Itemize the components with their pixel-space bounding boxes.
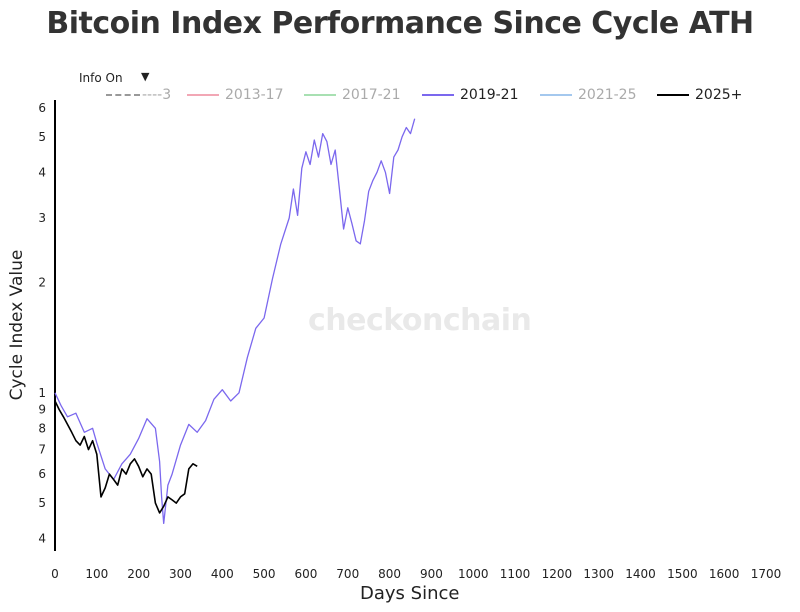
info-toggle[interactable]: Info On: [79, 71, 123, 85]
x-tick-label: 0: [51, 567, 59, 581]
legend-item-2025[interactable]: 2025+: [657, 85, 742, 105]
y-tick-label: 3: [38, 211, 46, 225]
x-tick-label: 1400: [625, 567, 656, 581]
x-tick-label: 1500: [667, 567, 698, 581]
x-tick-label: 900: [420, 567, 443, 581]
legend-swatch: [304, 94, 336, 96]
legend: ----3 2013-17 2017-21 2019-21 2021-25 20…: [100, 85, 800, 105]
legend-item-2021-25[interactable]: 2021-25: [540, 85, 637, 105]
x-tick-labels: 0 100 200 300 400 500 600 700 800 900 1000 1100 1200…: [51, 567, 781, 581]
legend-label: ----3: [142, 87, 172, 103]
x-tick-label: 100: [85, 567, 108, 581]
y-tick-label: 6: [38, 467, 46, 481]
x-axis-label: Days Since: [360, 583, 460, 604]
legend-label: 2017-21: [342, 87, 401, 103]
info-dropdown-arrow-icon[interactable]: ▼: [141, 70, 150, 83]
x-tick-label: 500: [253, 567, 276, 581]
y-tick-label: 5: [38, 496, 46, 510]
y-tick-label: 5: [38, 130, 46, 144]
x-tick-label: 1600: [709, 567, 740, 581]
y-tick-label: 2: [38, 276, 46, 290]
y-tick-label: 4: [38, 165, 46, 179]
legend-item-2017-21[interactable]: 2017-21: [304, 85, 401, 105]
x-tick-label: 600: [294, 567, 317, 581]
series-lines: [54, 118, 416, 525]
legend-label: 2013-17: [225, 87, 284, 103]
x-tick-label: 1100: [500, 567, 531, 581]
x-tick-label: 800: [378, 567, 401, 581]
legend-swatch: [106, 94, 140, 96]
legend-label: 2019-21: [460, 87, 519, 103]
y-tick-label: 7: [38, 443, 46, 457]
legend-swatch: [657, 94, 689, 96]
x-tick-label: 1700: [751, 567, 782, 581]
y-tick-label: 1: [38, 386, 46, 400]
y-tick-labels: 4 5 6 7 8 9 1 2 3 4 5 6: [38, 101, 46, 546]
legend-swatch: [540, 94, 572, 96]
x-tick-label: 200: [127, 567, 150, 581]
legend-label: 2025+: [695, 87, 743, 103]
legend-swatch: [422, 94, 454, 96]
y-tick-label: 8: [38, 421, 46, 435]
x-tick-label: 400: [211, 567, 234, 581]
legend-label: 2021-25: [578, 87, 637, 103]
y-tick-label: 6: [38, 101, 46, 115]
x-tick-label: 700: [336, 567, 359, 581]
y-axis-label: Cycle Index Value: [7, 249, 27, 401]
y-tick-label: 9: [38, 403, 46, 417]
y-tick-label: 4: [38, 532, 46, 546]
legend-swatch: [187, 94, 219, 96]
series-line-2019-21: [54, 118, 416, 525]
chart-title: Bitcoin Index Performance Since Cycle AT…: [46, 6, 754, 41]
legend-item-2019-21[interactable]: 2019-21: [422, 85, 519, 105]
legend-item-3[interactable]: ----3: [106, 85, 171, 105]
x-tick-label: 1200: [542, 567, 573, 581]
series-line-2025-: [54, 400, 198, 514]
legend-item-2013-17[interactable]: 2013-17: [187, 85, 284, 105]
x-tick-label: 1000: [458, 567, 489, 581]
watermark: checkonchain: [308, 303, 532, 338]
x-tick-label: 300: [169, 567, 192, 581]
x-tick-label: 1300: [583, 567, 614, 581]
